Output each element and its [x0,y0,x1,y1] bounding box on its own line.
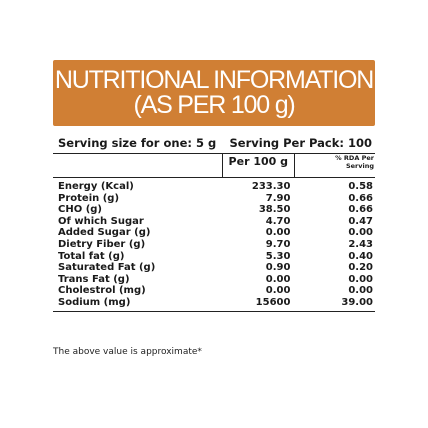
per-100g-value-cell: 5.30 [265,250,291,262]
serving-size-text: Serving size for one: 5 g [58,136,217,150]
per-100g-value-cell: 0.00 [265,285,291,297]
rda-value-cell: 0.00 [348,285,373,297]
nutrient-name-cell: Energy (Kcal) [58,181,134,192]
table-row: Cholestrol (mg) 0.00 0.00 [53,285,375,297]
rda-value-cell: 0.00 [348,273,373,285]
per-100g-value-cell: 15600 [222,296,295,312]
rda-value-cell: 39.00 [294,296,375,312]
rda-header-line2: Serving [345,161,374,170]
table-row: Energy (Kcal) 233.30 0.58 [53,178,375,193]
nutrient-name-cell: Sodium (mg) [53,296,223,312]
rda-value-cell: 0.40 [348,250,373,262]
per-100g-value-cell: 4.70 [265,215,291,227]
nutrition-table-body: Energy (Kcal) 233.30 0.58 Protein (g) 7.90 0.… [53,178,375,312]
nutrient-name-cell: Saturated Fat (g) [58,262,156,274]
per-100g-value-cell: 0.00 [265,273,291,285]
per-100g-value-cell: 9.70 [265,238,291,250]
footnote-text: The above value is approximate* [53,347,202,357]
per-100g-value-cell: 233.30 [251,181,291,192]
rda-value-cell: 2.43 [348,238,373,250]
rda-value-cell: 0.47 [348,215,373,227]
rda-value-cell: 0.00 [348,227,373,239]
rda-value-cell: 0.58 [348,181,373,192]
nutrient-name-cell: Total fat (g) [58,250,125,262]
nutrition-table-header-row: Per 100 g % RDA Per Serving [53,154,375,178]
per-100g-value-cell: 0.00 [265,227,291,239]
nutrient-name-cell: Protein (g) [58,192,120,204]
rda-header-line1: % RDA Per [335,154,374,162]
header-cell-nutrient [53,154,223,178]
nutrient-name-cell: CHO (g) [58,204,102,216]
table-row: Saturated Fat (g) 0.90 0.20 [53,262,375,274]
header-subtitle: (AS PER 100 g) [133,91,295,119]
table-row: Total fat (g) 5.30 0.40 [53,251,375,263]
nutrient-name-cell: Trans Fat (g) [58,273,130,285]
header-cell-per-100g: Per 100 g [221,154,295,178]
per-100g-value-cell: 38.50 [258,204,291,216]
per-100g-value-cell: 7.90 [265,192,291,204]
serving-per-pack-text: Serving Per Pack: 100 [229,136,372,150]
per-100g-value-cell: 0.90 [265,262,291,274]
rda-value-cell: 0.66 [348,204,373,216]
table-row: Added Sugar (g) 0.00 0.00 [53,227,375,239]
table-row: Dietry Fiber (g) 9.70 2.43 [53,239,375,251]
rda-value-cell: 0.66 [348,192,373,204]
nutrition-header-banner: NUTRITIONAL INFORMATION (AS PER 100 g) [53,60,375,126]
table-row: CHO (g) 38.50 0.66 [53,204,375,216]
table-row: Protein (g) 7.90 0.66 [53,193,375,205]
nutrition-table-container: Per 100 g % RDA Per Serving Energy (Kcal… [53,153,375,312]
header-cell-rda: % RDA Per Serving [293,154,375,178]
nutrient-name-cell: Cholestrol (mg) [58,285,146,297]
nutrient-name-cell: Dietry Fiber (g) [58,238,146,250]
nutrient-name-cell: Added Sugar (g) [58,227,151,239]
serving-info-row: Serving size for one: 5 g Serving Per Pa… [58,136,372,152]
header-title: NUTRITIONAL INFORMATION [54,66,374,94]
table-row: Of which Sugar 4.70 0.47 [53,216,375,228]
table-row: Trans Fat (g) 0.00 0.00 [53,274,375,286]
nutrition-table: Per 100 g % RDA Per Serving Energy (Kcal… [53,154,375,312]
table-row: Sodium (mg) 15600 39.00 [53,296,375,312]
rda-value-cell: 0.20 [348,262,373,274]
nutrient-name-cell: Of which Sugar [58,215,144,227]
